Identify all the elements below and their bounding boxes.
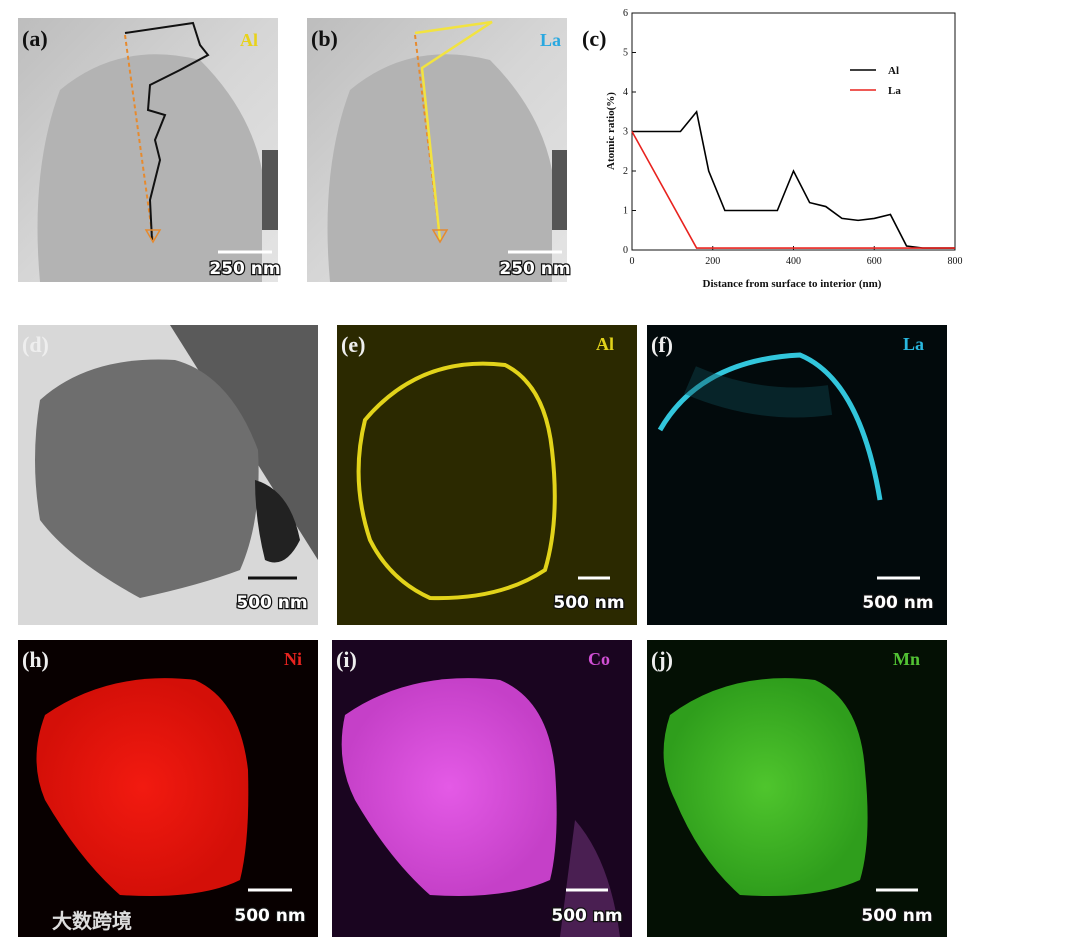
element-label: La — [540, 30, 561, 50]
panel-j: (j) Mn 500 nm — [647, 640, 947, 937]
element-label: Al — [240, 30, 258, 50]
panel-f: (f) La 500 nm — [647, 325, 947, 625]
panel-a: (a) Al 250 nm — [18, 18, 282, 283]
element-label: La — [903, 334, 924, 354]
panel-c: (c) Distance from surface to interior (n… — [582, 8, 963, 290]
y-tick-label: 0 — [623, 245, 628, 256]
panel-label: (d) — [22, 332, 49, 357]
scale-bar-label: 500 nm — [236, 593, 307, 613]
panel-label: (b) — [311, 26, 338, 51]
panel-label: (f) — [651, 332, 673, 357]
panel-label: (j) — [651, 647, 673, 672]
x-tick-label: 600 — [867, 256, 882, 267]
panel-label: (i) — [336, 647, 357, 672]
scale-bar-label: 500 nm — [861, 906, 932, 926]
panel-b: (b) La 250 nm — [307, 18, 572, 283]
x-tick-label: 800 — [948, 256, 963, 267]
scale-bar-label: 500 nm — [551, 906, 622, 926]
element-label: Co — [588, 649, 610, 669]
scale-bar-label: 250 nm — [209, 259, 280, 279]
y-tick-label: 6 — [623, 8, 628, 19]
x-axis-label: Distance from surface to interior (nm) — [703, 278, 882, 290]
panel-label: (a) — [22, 26, 48, 51]
panel-label: (c) — [582, 26, 606, 51]
y-tick-label: 5 — [623, 48, 628, 59]
legend-label: La — [888, 85, 901, 97]
element-label: Mn — [893, 649, 920, 669]
y-tick-label: 4 — [623, 87, 628, 98]
y-tick-label: 3 — [623, 127, 628, 138]
element-label: Ni — [284, 649, 302, 669]
panel-label: (e) — [341, 332, 365, 357]
panel-label: (h) — [22, 647, 49, 672]
y-tick-label: 2 — [623, 166, 628, 177]
x-tick-label: 200 — [705, 256, 720, 267]
data-line — [632, 109, 955, 249]
scale-bar-label: 500 nm — [234, 906, 305, 926]
panel-h: (h) Ni 500 nm — [18, 640, 318, 937]
watermark: 大数跨境 — [52, 909, 132, 933]
panel-d: (d) 500 nm — [18, 325, 318, 625]
scale-bar-label: 500 nm — [553, 593, 624, 613]
x-tick-label: 0 — [630, 256, 635, 267]
x-tick-label: 400 — [786, 256, 801, 267]
legend-label: Al — [888, 65, 899, 77]
panel-e: (e) Al 500 nm — [337, 325, 637, 625]
element-label: Al — [596, 334, 614, 354]
scale-bar-label: 500 nm — [862, 593, 933, 613]
y-axis-label: Atomic ratio(%) — [605, 92, 617, 170]
panel-i: (i) Co 500 nm — [332, 640, 632, 937]
y-tick-label: 1 — [623, 206, 628, 217]
scale-bar-label: 250 nm — [499, 259, 570, 279]
data-line — [631, 131, 955, 249]
